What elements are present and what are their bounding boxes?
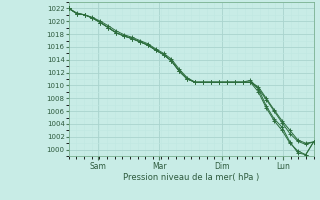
X-axis label: Pression niveau de la mer( hPa ): Pression niveau de la mer( hPa ) [123,173,259,182]
